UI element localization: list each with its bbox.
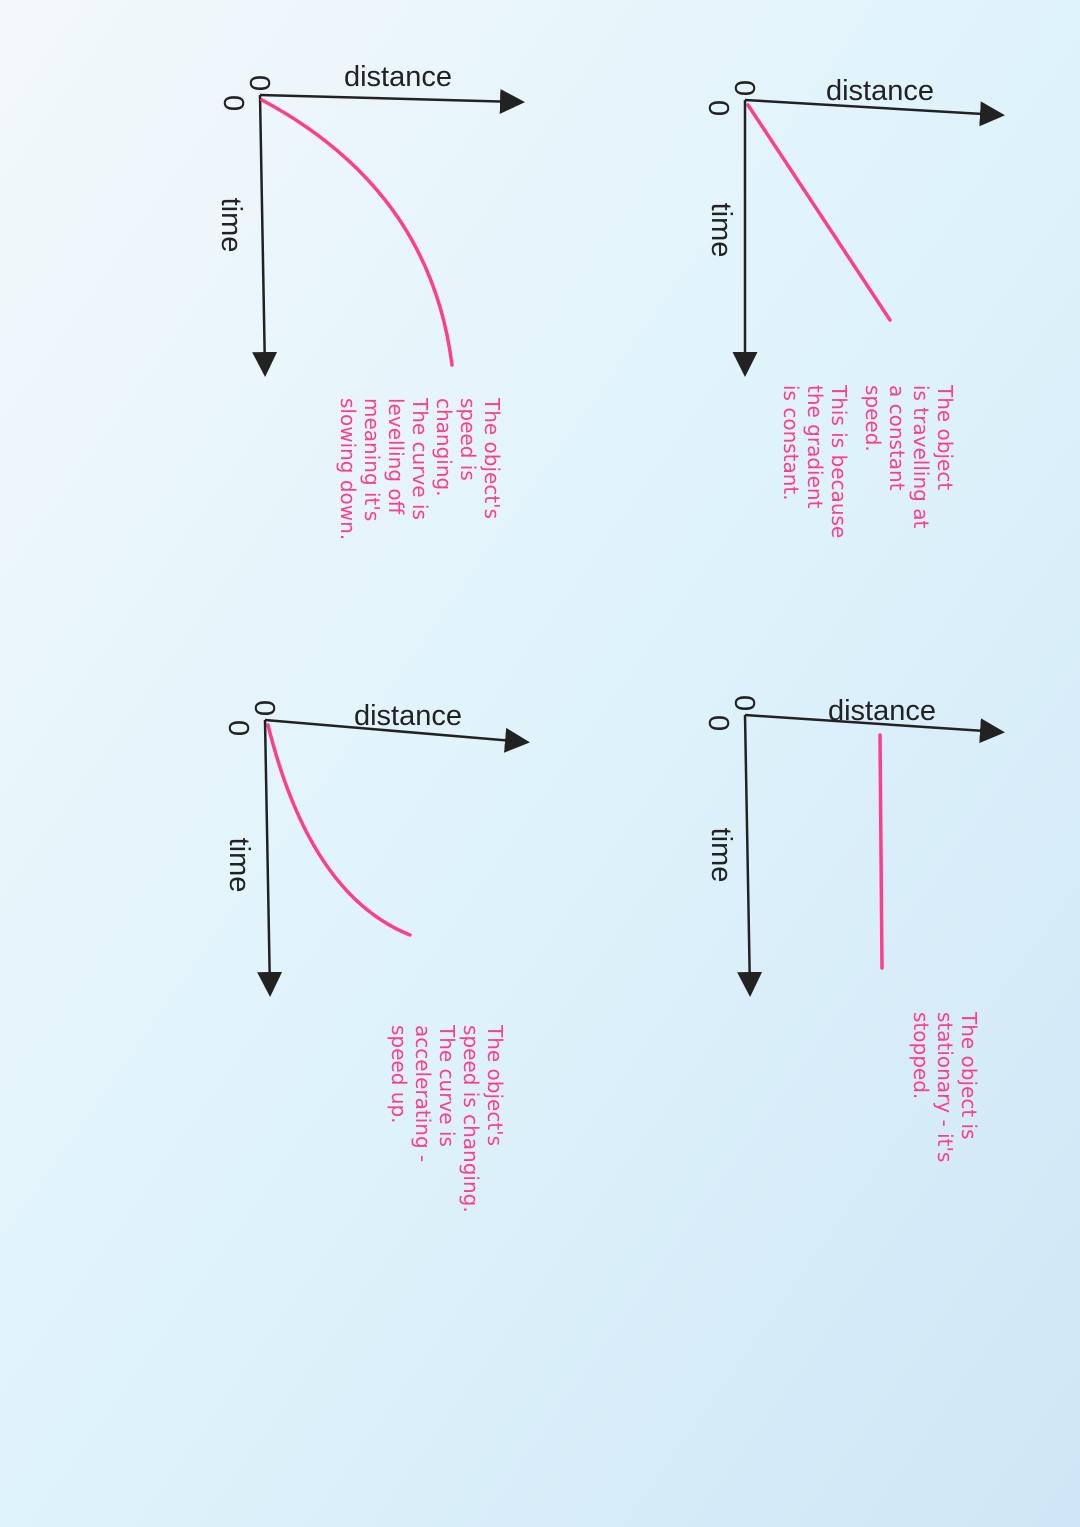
- distance-axis: [259, 88, 525, 114]
- note-line: levelling off: [384, 398, 408, 516]
- distance-label: distance: [828, 695, 936, 727]
- time-axis: [737, 714, 763, 997]
- distance-axis: [264, 718, 530, 753]
- note-line: stopped.: [909, 1012, 933, 1099]
- note-line: a constant: [885, 385, 909, 491]
- distance-axis: [744, 713, 1005, 744]
- note-line: The object is: [957, 1011, 981, 1140]
- note-line: speed is: [456, 398, 480, 481]
- distance-axis: [744, 98, 1005, 127]
- origin-label: 0: [217, 95, 249, 111]
- note-line: The curve is: [408, 397, 432, 520]
- note-line: The object's: [480, 397, 504, 519]
- origin-label: 0: [243, 75, 275, 91]
- graph-line: [746, 103, 892, 322]
- distance-label: distance: [344, 61, 452, 93]
- origin-label: 0: [728, 695, 760, 711]
- note-line: is constant.: [779, 385, 803, 501]
- graph-line: [260, 98, 454, 367]
- origin-label: 0: [222, 720, 254, 736]
- origin-label: 0: [702, 100, 734, 116]
- graph-line: [266, 723, 412, 937]
- time-label: time: [705, 203, 737, 258]
- time-label: time: [705, 828, 737, 883]
- note-line: speed.: [861, 385, 885, 452]
- time-label: time: [223, 838, 255, 893]
- graph-line: [878, 733, 884, 970]
- note-line: is travelling at: [909, 385, 933, 528]
- note-line: meaning it's: [360, 398, 384, 521]
- origin-label: 0: [728, 80, 760, 96]
- note-line: speed is changing.: [459, 1025, 483, 1213]
- time-axis: [257, 719, 283, 997]
- note-line: accelerating -: [411, 1025, 435, 1162]
- distance-label: distance: [826, 75, 934, 107]
- note-line: speed up.: [387, 1025, 411, 1124]
- origin-label: 0: [702, 715, 734, 731]
- note-line: the gradient: [803, 385, 827, 509]
- note-line: The curve is: [435, 1024, 459, 1147]
- note-line: The object's: [483, 1024, 507, 1146]
- note-line: The object: [933, 384, 957, 490]
- distance-label: distance: [354, 700, 462, 732]
- time-axis: [252, 94, 278, 377]
- note-line: changing.: [432, 398, 456, 497]
- note-line: stationary - it's: [933, 1012, 957, 1162]
- note-line: This is because: [827, 384, 851, 538]
- note-line: slowing down.: [336, 398, 360, 540]
- origin-label: 0: [248, 700, 280, 716]
- time-label: time: [215, 198, 247, 253]
